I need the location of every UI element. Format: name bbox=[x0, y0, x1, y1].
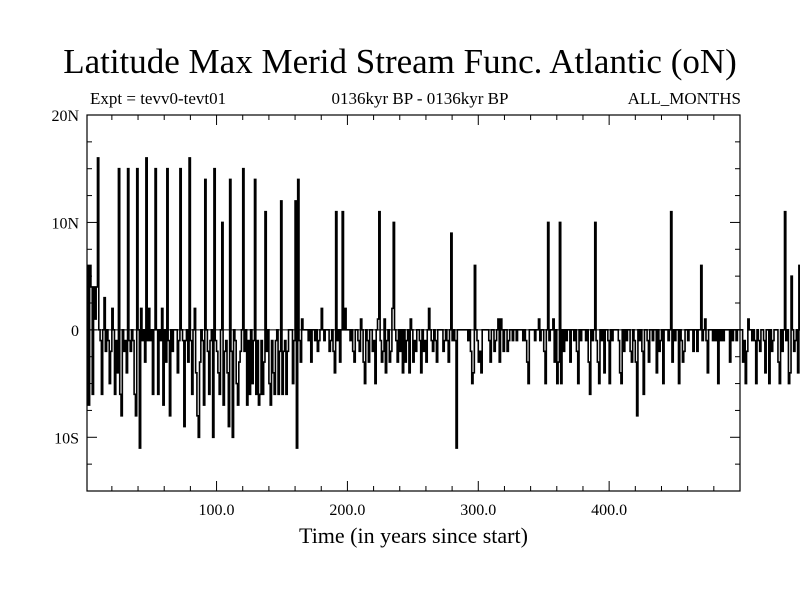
x-tick-label: 400.0 bbox=[591, 502, 627, 519]
y-tick-label: 10S bbox=[54, 430, 79, 447]
series-line-1 bbox=[87, 157, 800, 449]
plot-frame bbox=[86, 114, 741, 492]
y-tick-label: 20N bbox=[51, 108, 79, 125]
x-tick-label: 100.0 bbox=[199, 502, 235, 519]
months-label: ALL_MONTHS bbox=[627, 89, 741, 108]
x-tick-label: 200.0 bbox=[329, 502, 365, 519]
chart-title: Latitude Max Merid Stream Func. Atlantic… bbox=[63, 42, 737, 81]
period-label: 0136kyr BP - 0136kyr BP bbox=[331, 89, 509, 108]
x-axis-label: Time (in years since start) bbox=[299, 523, 528, 548]
y-tick-label: 0 bbox=[71, 323, 79, 340]
experiment-label: Expt = tevv0-tevt01 bbox=[90, 89, 227, 108]
y-tick-label: 10N bbox=[51, 215, 79, 232]
x-tick-label: 300.0 bbox=[460, 502, 496, 519]
